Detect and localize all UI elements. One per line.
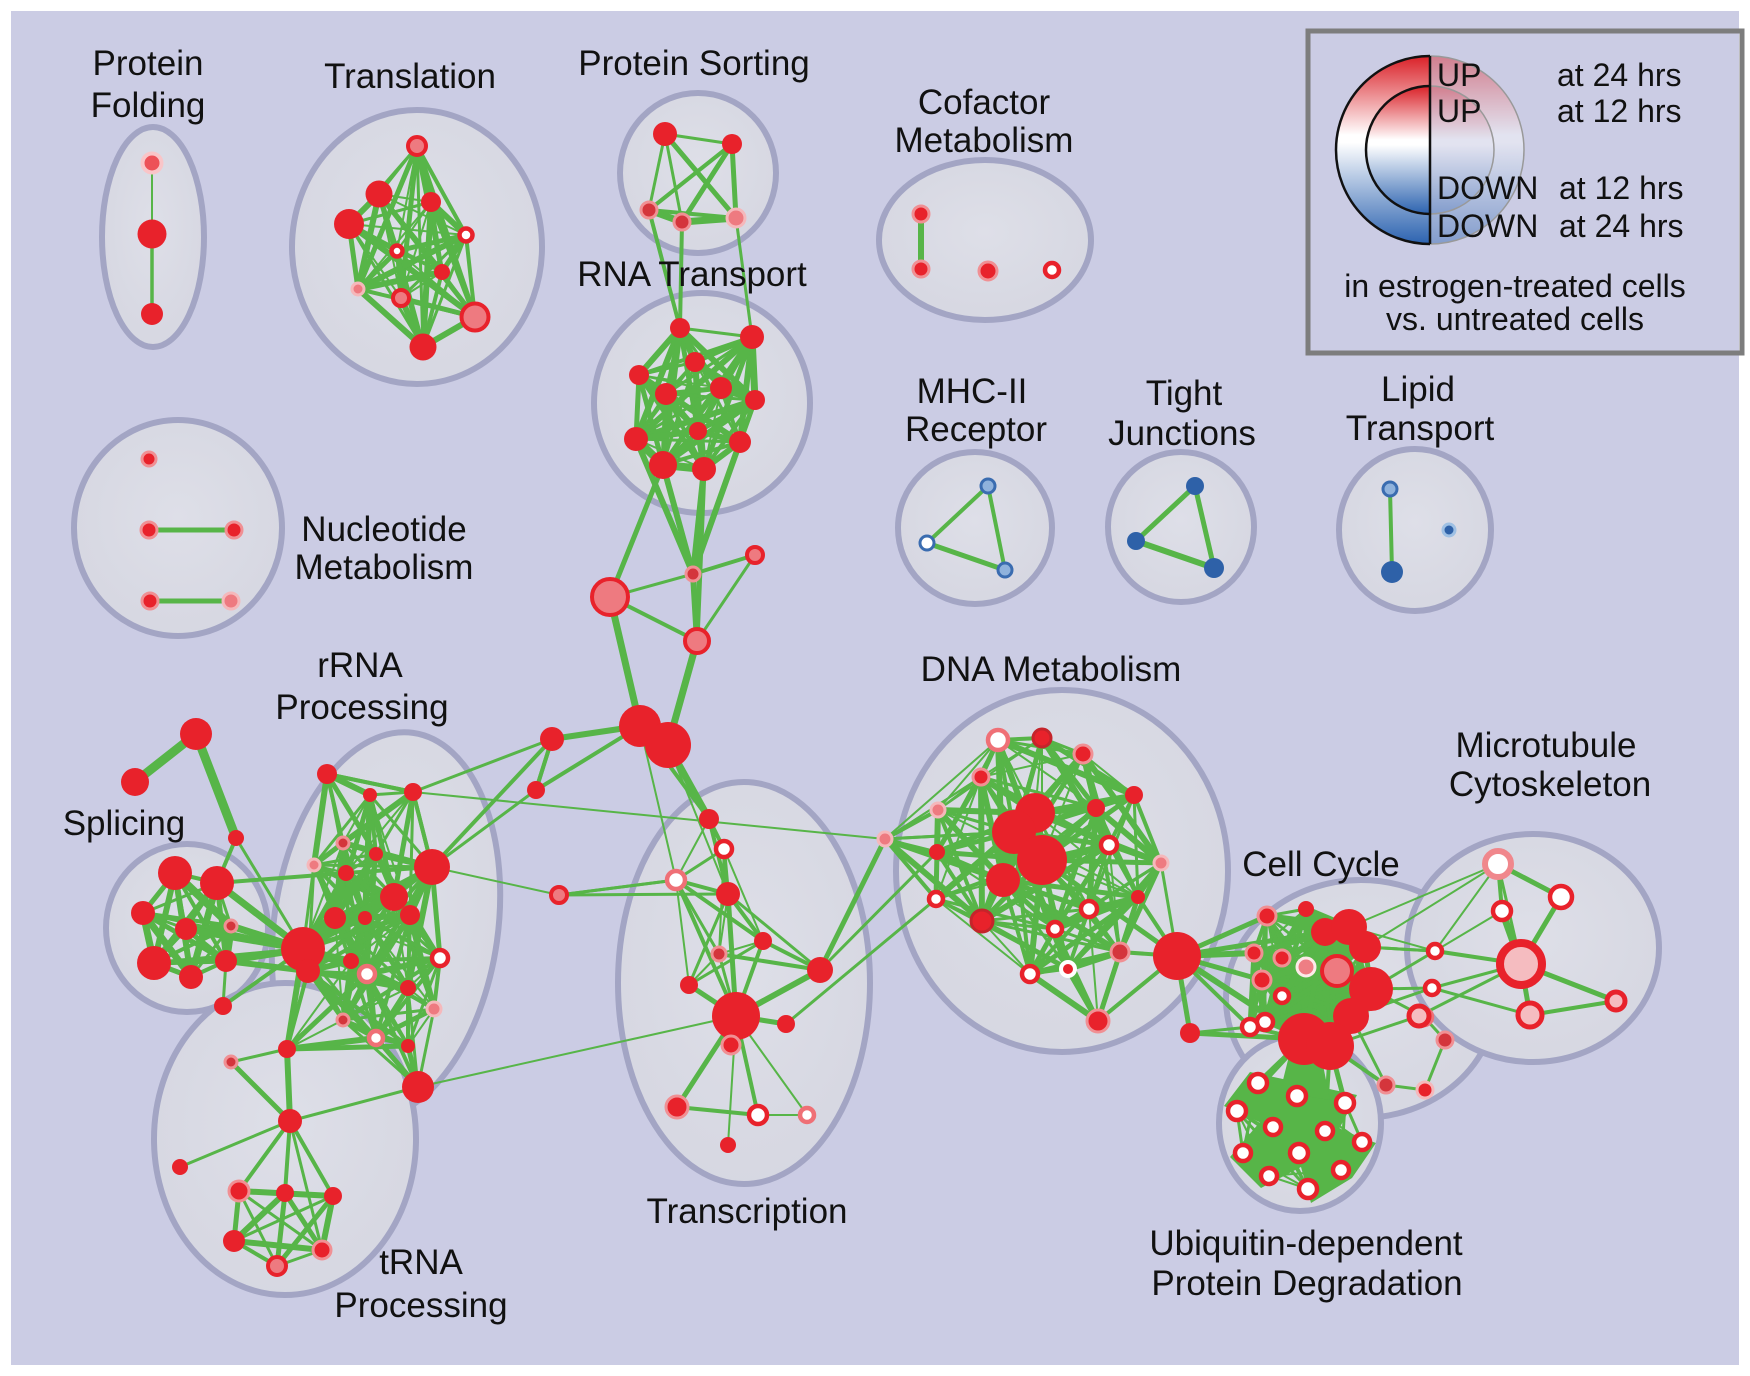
svg-text:Microtubule: Microtubule	[1456, 726, 1637, 765]
svg-text:DOWN: DOWN	[1437, 208, 1538, 244]
svg-text:Processing: Processing	[275, 688, 448, 727]
svg-text:Cytoskeleton: Cytoskeleton	[1449, 765, 1651, 804]
svg-text:Junctions: Junctions	[1108, 414, 1256, 453]
svg-text:Folding: Folding	[91, 86, 206, 125]
svg-text:MHC-II: MHC-II	[917, 372, 1028, 411]
svg-text:Transcription: Transcription	[647, 1192, 848, 1231]
svg-text:Metabolism: Metabolism	[295, 548, 474, 587]
svg-text:at 24 hrs: at 24 hrs	[1559, 208, 1684, 244]
svg-text:Cofactor: Cofactor	[918, 83, 1051, 122]
svg-text:Receptor: Receptor	[905, 410, 1047, 449]
svg-text:Transport: Transport	[1346, 409, 1495, 448]
svg-text:Protein Sorting: Protein Sorting	[578, 44, 810, 83]
svg-text:tRNA: tRNA	[379, 1243, 463, 1282]
svg-text:UP: UP	[1437, 57, 1481, 93]
svg-text:rRNA: rRNA	[317, 646, 403, 685]
svg-text:at 12 hrs: at 12 hrs	[1557, 93, 1682, 129]
svg-text:UP: UP	[1437, 93, 1481, 129]
svg-text:Protein: Protein	[93, 44, 204, 83]
svg-text:Ubiquitin-dependent: Ubiquitin-dependent	[1149, 1224, 1463, 1263]
svg-text:at 12 hrs: at 12 hrs	[1559, 170, 1684, 206]
svg-text:in estrogen-treated cells: in estrogen-treated cells	[1344, 268, 1686, 304]
svg-text:Tight: Tight	[1146, 374, 1223, 413]
svg-text:DOWN: DOWN	[1437, 170, 1538, 206]
svg-text:Protein Degradation: Protein Degradation	[1151, 1264, 1462, 1303]
svg-text:Lipid: Lipid	[1381, 370, 1455, 409]
svg-text:Translation: Translation	[324, 57, 496, 96]
svg-text:vs. untreated cells: vs. untreated cells	[1386, 301, 1644, 337]
svg-text:Metabolism: Metabolism	[895, 121, 1074, 160]
svg-text:DNA Metabolism: DNA Metabolism	[921, 650, 1182, 689]
svg-text:Nucleotide: Nucleotide	[301, 510, 466, 549]
svg-text:RNA Transport: RNA Transport	[577, 255, 807, 294]
svg-text:Cell Cycle: Cell Cycle	[1242, 845, 1400, 884]
svg-text:at 24 hrs: at 24 hrs	[1557, 57, 1682, 93]
svg-text:Splicing: Splicing	[63, 804, 186, 843]
svg-text:Processing: Processing	[334, 1286, 507, 1325]
